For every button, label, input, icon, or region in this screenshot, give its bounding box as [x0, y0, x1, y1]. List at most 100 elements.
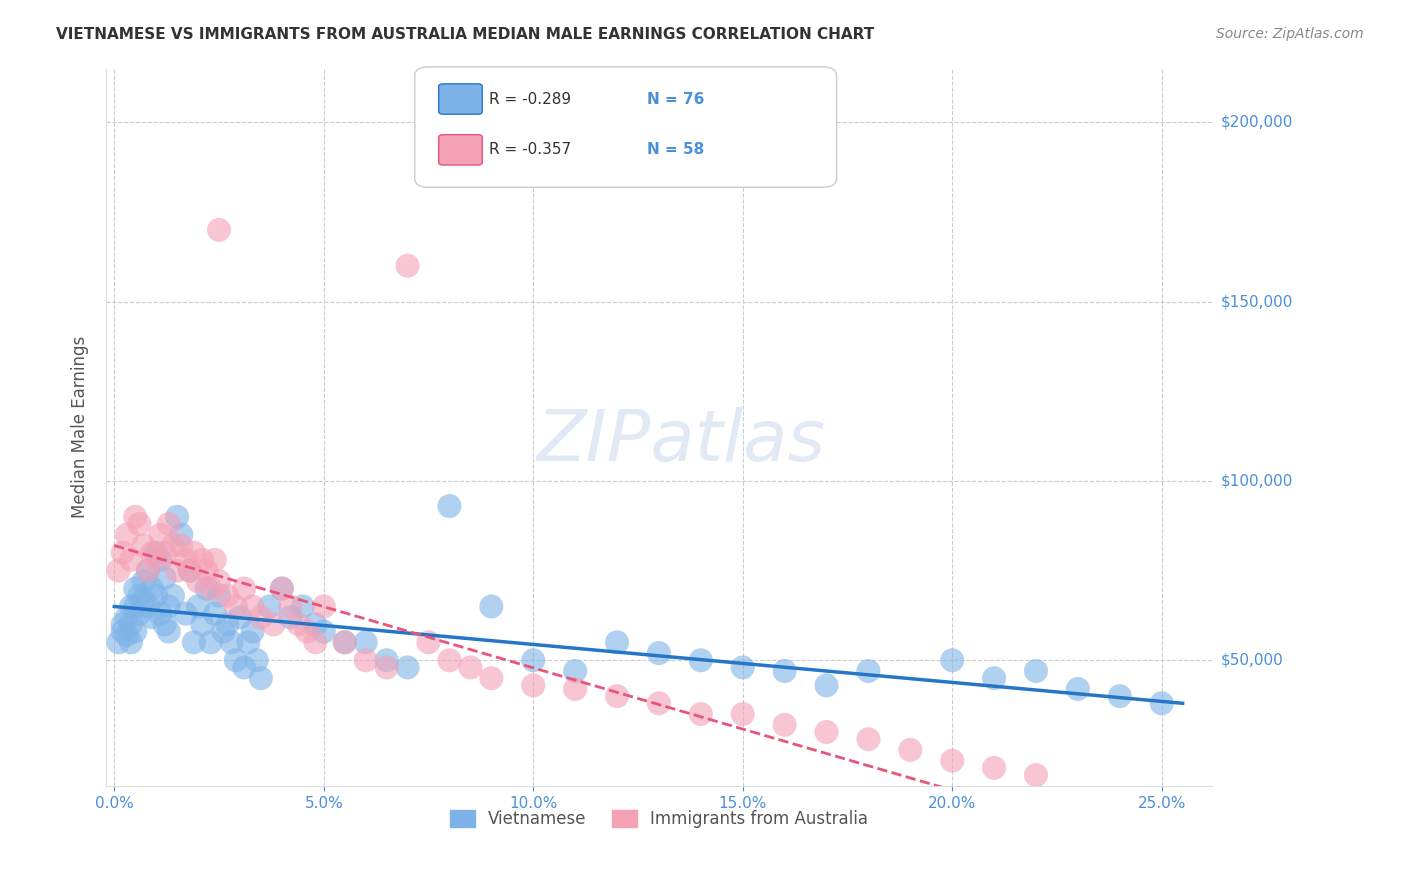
- Point: [111, 546, 134, 560]
- Point: [183, 546, 205, 560]
- Text: ZIPatlas: ZIPatlas: [537, 407, 825, 476]
- Point: [212, 624, 235, 639]
- Point: [115, 628, 138, 642]
- Point: [291, 599, 314, 614]
- Point: [259, 599, 281, 614]
- Point: [149, 553, 172, 567]
- Point: [120, 617, 142, 632]
- Point: [153, 617, 176, 632]
- Point: [1150, 696, 1173, 710]
- Point: [217, 589, 239, 603]
- Point: [145, 546, 167, 560]
- Point: [191, 553, 214, 567]
- Point: [270, 582, 292, 596]
- Point: [731, 660, 754, 674]
- Point: [179, 564, 201, 578]
- Point: [149, 527, 172, 541]
- Point: [242, 599, 264, 614]
- Point: [107, 635, 129, 649]
- Point: [815, 725, 838, 739]
- Point: [648, 696, 671, 710]
- Point: [115, 527, 138, 541]
- Point: [124, 624, 146, 639]
- Point: [124, 599, 146, 614]
- Point: [166, 564, 188, 578]
- Point: [648, 646, 671, 660]
- Point: [460, 660, 482, 674]
- Legend: Vietnamese, Immigrants from Australia: Vietnamese, Immigrants from Australia: [443, 804, 875, 835]
- Point: [1025, 664, 1047, 678]
- Point: [153, 571, 176, 585]
- Point: [858, 664, 880, 678]
- Point: [250, 610, 273, 624]
- Point: [278, 599, 301, 614]
- Point: [141, 546, 163, 560]
- Point: [136, 564, 159, 578]
- Point: [396, 259, 419, 273]
- Point: [170, 527, 193, 541]
- Point: [250, 671, 273, 685]
- Point: [312, 599, 335, 614]
- Point: [731, 707, 754, 722]
- Text: N = 58: N = 58: [647, 143, 704, 157]
- Text: $200,000: $200,000: [1220, 115, 1292, 130]
- Point: [128, 607, 150, 621]
- Point: [132, 592, 155, 607]
- Point: [162, 589, 184, 603]
- Point: [233, 660, 256, 674]
- Point: [815, 678, 838, 692]
- Point: [195, 582, 218, 596]
- Point: [170, 539, 193, 553]
- Point: [233, 582, 256, 596]
- Point: [141, 582, 163, 596]
- Point: [238, 635, 260, 649]
- Point: [191, 617, 214, 632]
- Point: [229, 610, 252, 624]
- Text: $100,000: $100,000: [1220, 474, 1292, 489]
- Text: VIETNAMESE VS IMMIGRANTS FROM AUSTRALIA MEDIAN MALE EARNINGS CORRELATION CHART: VIETNAMESE VS IMMIGRANTS FROM AUSTRALIA …: [56, 27, 875, 42]
- Point: [208, 223, 231, 237]
- Point: [200, 582, 222, 596]
- Point: [174, 607, 197, 621]
- Point: [166, 509, 188, 524]
- Point: [983, 761, 1005, 775]
- Point: [153, 546, 176, 560]
- Point: [132, 574, 155, 589]
- Point: [304, 617, 326, 632]
- Point: [270, 582, 292, 596]
- Point: [242, 624, 264, 639]
- Point: [564, 681, 586, 696]
- Point: [162, 539, 184, 553]
- Point: [120, 635, 142, 649]
- Point: [204, 553, 226, 567]
- Point: [773, 718, 796, 732]
- Point: [115, 610, 138, 624]
- Text: $150,000: $150,000: [1220, 294, 1292, 310]
- Point: [128, 589, 150, 603]
- Text: R = -0.357: R = -0.357: [489, 143, 571, 157]
- Point: [354, 653, 377, 667]
- Point: [120, 599, 142, 614]
- Point: [606, 689, 628, 703]
- Point: [187, 599, 209, 614]
- Point: [217, 617, 239, 632]
- Point: [773, 664, 796, 678]
- Point: [187, 574, 209, 589]
- Point: [263, 617, 285, 632]
- Point: [107, 564, 129, 578]
- Point: [208, 574, 231, 589]
- Point: [1025, 768, 1047, 782]
- Point: [941, 653, 963, 667]
- Point: [479, 671, 502, 685]
- Point: [479, 599, 502, 614]
- Point: [128, 516, 150, 531]
- Text: R = -0.289: R = -0.289: [489, 92, 571, 106]
- Point: [689, 707, 711, 722]
- Point: [225, 599, 247, 614]
- Point: [141, 610, 163, 624]
- Point: [295, 624, 318, 639]
- Point: [522, 678, 544, 692]
- Point: [354, 635, 377, 649]
- Text: $50,000: $50,000: [1220, 653, 1284, 668]
- Point: [124, 509, 146, 524]
